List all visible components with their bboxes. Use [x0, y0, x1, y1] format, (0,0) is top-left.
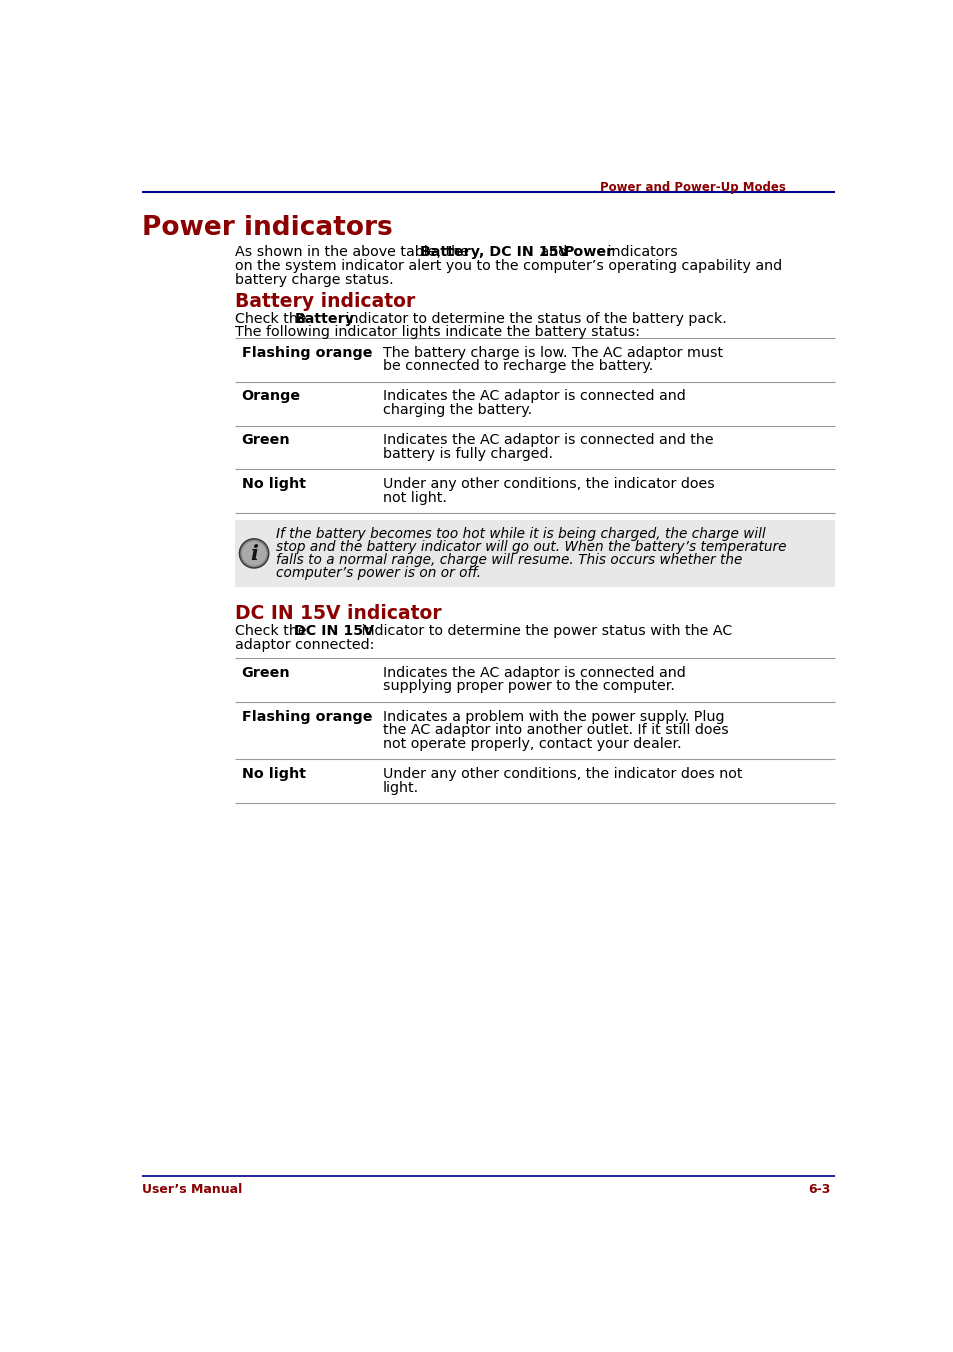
Text: not operate properly, contact your dealer.: not operate properly, contact your deale… [382, 737, 680, 750]
Circle shape [241, 541, 267, 566]
Text: Indicates a problem with the power supply. Plug: Indicates a problem with the power suppl… [382, 710, 723, 723]
Text: The battery charge is low. The AC adaptor must: The battery charge is low. The AC adapto… [382, 346, 722, 360]
Text: Indicates the AC adaptor is connected and the: Indicates the AC adaptor is connected an… [382, 433, 713, 448]
Circle shape [239, 538, 269, 568]
Text: Power: Power [563, 246, 614, 260]
Text: Green: Green [241, 665, 290, 680]
Text: User’s Manual: User’s Manual [142, 1183, 242, 1197]
Text: The following indicator lights indicate the battery status:: The following indicator lights indicate … [235, 326, 639, 339]
Text: No light: No light [241, 767, 305, 781]
Text: and: and [536, 246, 571, 260]
Text: Check the: Check the [235, 311, 312, 326]
Text: Under any other conditions, the indicator does not: Under any other conditions, the indicato… [382, 767, 741, 781]
FancyBboxPatch shape [235, 519, 835, 587]
Text: If the battery becomes too hot while it is being charged, the charge will: If the battery becomes too hot while it … [275, 527, 764, 541]
Text: DC IN 15V indicator: DC IN 15V indicator [235, 604, 441, 623]
Text: No light: No light [241, 477, 305, 491]
Text: indicators: indicators [602, 246, 677, 260]
Text: falls to a normal range, charge will resume. This occurs whether the: falls to a normal range, charge will res… [275, 553, 741, 568]
Text: on the system indicator alert you to the computer’s operating capability and: on the system indicator alert you to the… [235, 260, 781, 273]
Text: adaptor connected:: adaptor connected: [235, 638, 375, 652]
Text: Indicates the AC adaptor is connected and: Indicates the AC adaptor is connected an… [382, 389, 685, 403]
Text: Power and Power-Up Modes: Power and Power-Up Modes [599, 181, 785, 195]
Text: stop and the battery indicator will go out. When the battery’s temperature: stop and the battery indicator will go o… [275, 541, 785, 554]
Text: battery charge status.: battery charge status. [235, 273, 394, 287]
Circle shape [242, 542, 266, 565]
Text: 6-3: 6-3 [807, 1183, 830, 1197]
Text: Flashing orange: Flashing orange [241, 710, 372, 723]
Text: Check the: Check the [235, 625, 312, 638]
Text: Battery: Battery [294, 311, 355, 326]
Text: computer’s power is on or off.: computer’s power is on or off. [275, 566, 480, 580]
Text: i: i [250, 544, 257, 564]
Text: Orange: Orange [241, 389, 300, 403]
Text: Indicates the AC adaptor is connected and: Indicates the AC adaptor is connected an… [382, 665, 685, 680]
Text: Under any other conditions, the indicator does: Under any other conditions, the indicato… [382, 477, 714, 491]
Text: supplying proper power to the computer.: supplying proper power to the computer. [382, 679, 674, 694]
Text: DC IN 15V: DC IN 15V [294, 625, 375, 638]
Text: Green: Green [241, 433, 290, 448]
Text: indicator to determine the status of the battery pack.: indicator to determine the status of the… [340, 311, 726, 326]
Text: not light.: not light. [382, 491, 446, 504]
Text: indicator to determine the power status with the AC: indicator to determine the power status … [356, 625, 731, 638]
Text: the AC adaptor into another outlet. If it still does: the AC adaptor into another outlet. If i… [382, 723, 728, 737]
Text: be connected to recharge the battery.: be connected to recharge the battery. [382, 360, 652, 373]
Text: Power indicators: Power indicators [142, 215, 393, 241]
Text: Flashing orange: Flashing orange [241, 346, 372, 360]
Text: Battery, DC IN 15V: Battery, DC IN 15V [420, 246, 569, 260]
Text: As shown in the above table, the: As shown in the above table, the [235, 246, 474, 260]
Text: charging the battery.: charging the battery. [382, 403, 532, 416]
Text: battery is fully charged.: battery is fully charged. [382, 446, 552, 461]
Text: light.: light. [382, 780, 418, 795]
Text: Battery indicator: Battery indicator [235, 292, 416, 311]
